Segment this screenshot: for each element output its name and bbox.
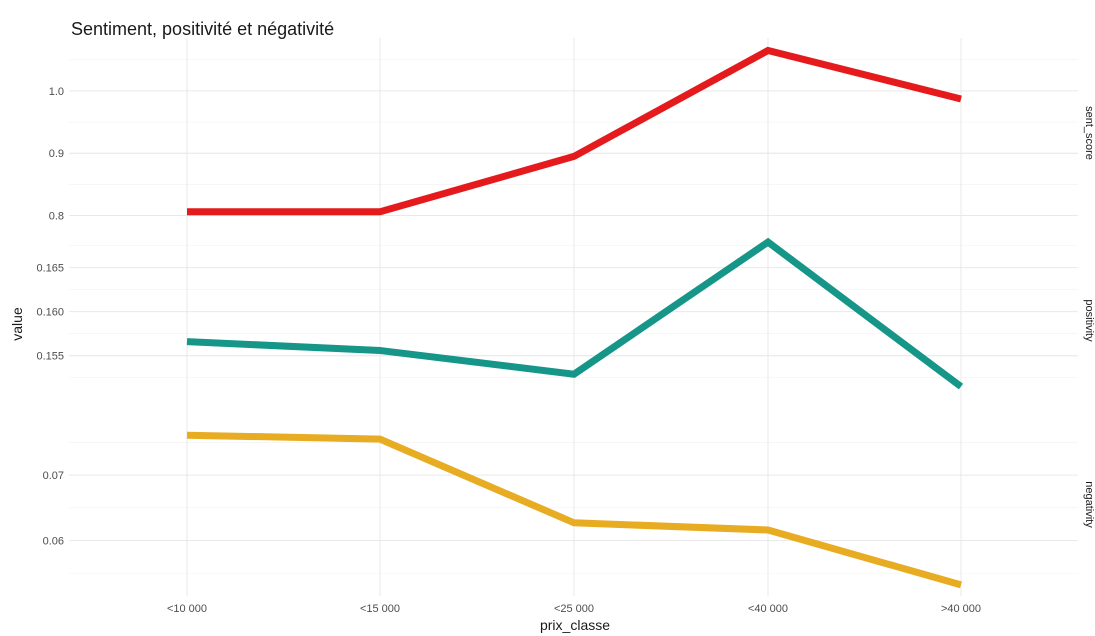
- y-tick-label: 0.160: [36, 307, 64, 319]
- x-tick-label: <25 000: [554, 603, 594, 615]
- y-tick-label: 0.06: [43, 535, 64, 547]
- y-tick-label: 0.155: [36, 351, 64, 363]
- facet-positivity: 0.155 0.160 0.165 positivity: [36, 228, 1095, 413]
- series-line-sent_score: [187, 46, 962, 216]
- y-tick-label: 0.07: [43, 470, 64, 482]
- facet-strip-label: positivity: [1083, 299, 1095, 342]
- x-tick-label: >40 000: [941, 603, 981, 615]
- facet-sent_score: 0.8 0.9 1.0 sent_score: [49, 38, 1095, 228]
- x-tick-label: <40 000: [748, 603, 788, 615]
- facet-negativity: 0.06 0.07 negativity: [43, 413, 1095, 596]
- x-axis-title: prix_classe: [540, 617, 610, 633]
- series-line-positivity: [186, 237, 964, 390]
- y-tick-label: 0.9: [49, 148, 64, 160]
- y-tick-label: 1.0: [49, 86, 64, 98]
- facet-strip-label: sent_score: [1083, 106, 1095, 160]
- facet-strip-label: negativity: [1083, 481, 1095, 528]
- y-tick-label: 0.165: [36, 263, 64, 275]
- chart-title: Sentiment, positivité et négativité: [71, 19, 334, 39]
- facets-layer: 0.8 0.9 1.0 sent_score 0.155 0.160 0.165 positi…: [36, 38, 1095, 615]
- x-tick-label: <10 000: [167, 603, 207, 615]
- y-tick-label: 0.8: [49, 211, 64, 223]
- y-axis-title: value: [9, 307, 25, 341]
- x-tick-label: <15 000: [360, 603, 400, 615]
